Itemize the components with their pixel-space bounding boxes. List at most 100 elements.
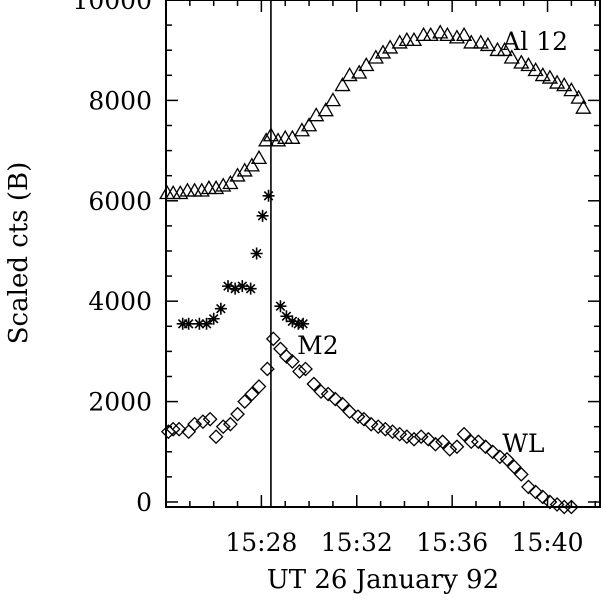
triangle-marker	[269, 132, 287, 147]
diamond-marker	[222, 416, 238, 432]
triangle-marker	[541, 69, 559, 84]
triangle-marker	[513, 54, 530, 69]
asterisk-marker	[250, 247, 263, 260]
diamond-marker	[208, 429, 224, 445]
plot-frame	[165, 0, 601, 508]
x-tick-label: 15:28	[225, 528, 297, 557]
diamond-marker	[215, 419, 231, 435]
diamond-marker	[306, 376, 322, 392]
diamond-marker	[230, 406, 245, 422]
plot-area	[165, 0, 601, 508]
triangle-marker	[570, 89, 587, 104]
diamond-marker	[265, 331, 281, 347]
diamond-marker	[413, 429, 429, 445]
triangle-marker	[262, 127, 280, 142]
triangle-marker	[448, 29, 466, 44]
triangle-marker	[432, 24, 449, 39]
triangle-marker	[186, 182, 203, 197]
diamond-marker	[442, 441, 458, 457]
asterisk-marker	[274, 300, 287, 313]
triangle-marker	[496, 41, 513, 57]
triangle-marker	[527, 61, 544, 77]
series-label: Al 12	[501, 27, 568, 56]
triangle-marker	[556, 77, 573, 92]
diamond-marker	[327, 391, 343, 407]
triangle-marker	[534, 66, 551, 82]
diamond-marker	[187, 416, 203, 432]
series-al-12	[159, 24, 592, 200]
triangle-marker	[293, 122, 311, 137]
x-tick-label: 15:32	[321, 528, 393, 557]
diamond-marker	[492, 449, 508, 465]
diamond-marker	[350, 409, 366, 425]
triangle-marker	[358, 56, 375, 72]
series-labels: Al 12 M2 WL	[297, 27, 568, 458]
asterisk-marker	[182, 317, 195, 330]
diamond-marker	[513, 466, 529, 482]
diamond-marker	[377, 421, 393, 437]
asterisk-marker	[286, 315, 299, 328]
asterisk-marker	[229, 282, 242, 295]
triangle-marker	[250, 149, 268, 165]
diamond-marker	[356, 411, 372, 427]
diamond-marker	[385, 424, 400, 440]
triangle-marker	[229, 167, 246, 182]
diamond-marker	[195, 414, 211, 430]
triangle-marker	[300, 117, 318, 132]
triangle-marker	[520, 56, 537, 72]
diamond-marker	[478, 439, 493, 455]
y-axis-ticks	[166, 0, 600, 503]
diamond-marker	[406, 431, 422, 447]
x-axis-tick-labels: 15:28 15:32 15:36 15:40	[225, 528, 583, 557]
diamond-marker	[435, 434, 451, 450]
asterisk-marker	[262, 189, 275, 202]
triangle-marker	[215, 177, 232, 192]
x-tick-label: 15:36	[416, 528, 488, 557]
x-tick-label: 15:40	[512, 528, 584, 557]
diamond-marker	[251, 379, 267, 394]
diamond-marker	[463, 434, 479, 450]
y-axis-tick-labels: 0 2000 4000 6000 8000 10000	[72, 0, 152, 517]
diamond-marker	[292, 364, 307, 379]
series-wl	[160, 331, 579, 515]
diamond-marker	[284, 354, 300, 369]
diamond-marker	[549, 497, 565, 512]
diamond-marker	[313, 384, 329, 399]
diamond-marker	[363, 416, 379, 432]
series-label: WL	[502, 429, 544, 458]
triangle-marker	[324, 92, 342, 107]
diamond-marker	[171, 421, 187, 437]
triangle-marker	[463, 34, 480, 49]
diamond-marker	[485, 444, 501, 460]
y-tick-label: 2000	[88, 388, 152, 417]
y-axis-label: Scaled cts (B)	[4, 162, 34, 345]
triangle-marker	[334, 77, 351, 92]
diamond-marker	[420, 431, 436, 447]
triangle-marker	[374, 44, 392, 59]
diamond-marker	[279, 348, 294, 364]
triangle-marker	[222, 174, 239, 190]
diamond-marker	[320, 386, 336, 402]
diamond-marker	[499, 451, 515, 467]
y-tick-label: 10000	[72, 0, 152, 15]
diamond-marker	[237, 394, 253, 410]
triangle-marker	[351, 64, 368, 79]
y-tick-label: 4000	[88, 287, 152, 316]
diamond-marker	[244, 386, 260, 402]
diamond-marker	[449, 439, 465, 455]
diamond-marker	[370, 419, 386, 435]
diamond-marker	[202, 411, 218, 427]
triangle-marker	[367, 49, 384, 64]
diamond-marker	[456, 426, 472, 442]
asterisk-marker	[236, 280, 249, 293]
triangle-marker	[172, 184, 189, 200]
diamond-marker	[521, 479, 536, 495]
asterisk-marker	[297, 317, 310, 330]
triangle-marker	[422, 26, 439, 42]
triangle-marker	[193, 182, 210, 197]
triangle-marker	[284, 129, 301, 144]
triangle-marker	[236, 162, 253, 177]
triangle-marker	[472, 34, 489, 49]
triangle-marker	[391, 34, 408, 49]
diamond-marker	[535, 489, 551, 505]
